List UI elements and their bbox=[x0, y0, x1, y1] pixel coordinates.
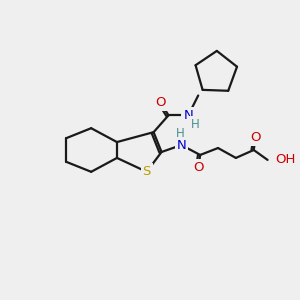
Text: S: S bbox=[142, 165, 151, 178]
Text: OH: OH bbox=[275, 153, 296, 167]
Text: O: O bbox=[193, 161, 203, 174]
Text: N: N bbox=[176, 139, 186, 152]
Text: N: N bbox=[183, 109, 193, 122]
Text: O: O bbox=[250, 130, 261, 144]
Text: O: O bbox=[155, 96, 166, 109]
Text: H: H bbox=[191, 118, 200, 131]
Text: H: H bbox=[176, 127, 185, 140]
